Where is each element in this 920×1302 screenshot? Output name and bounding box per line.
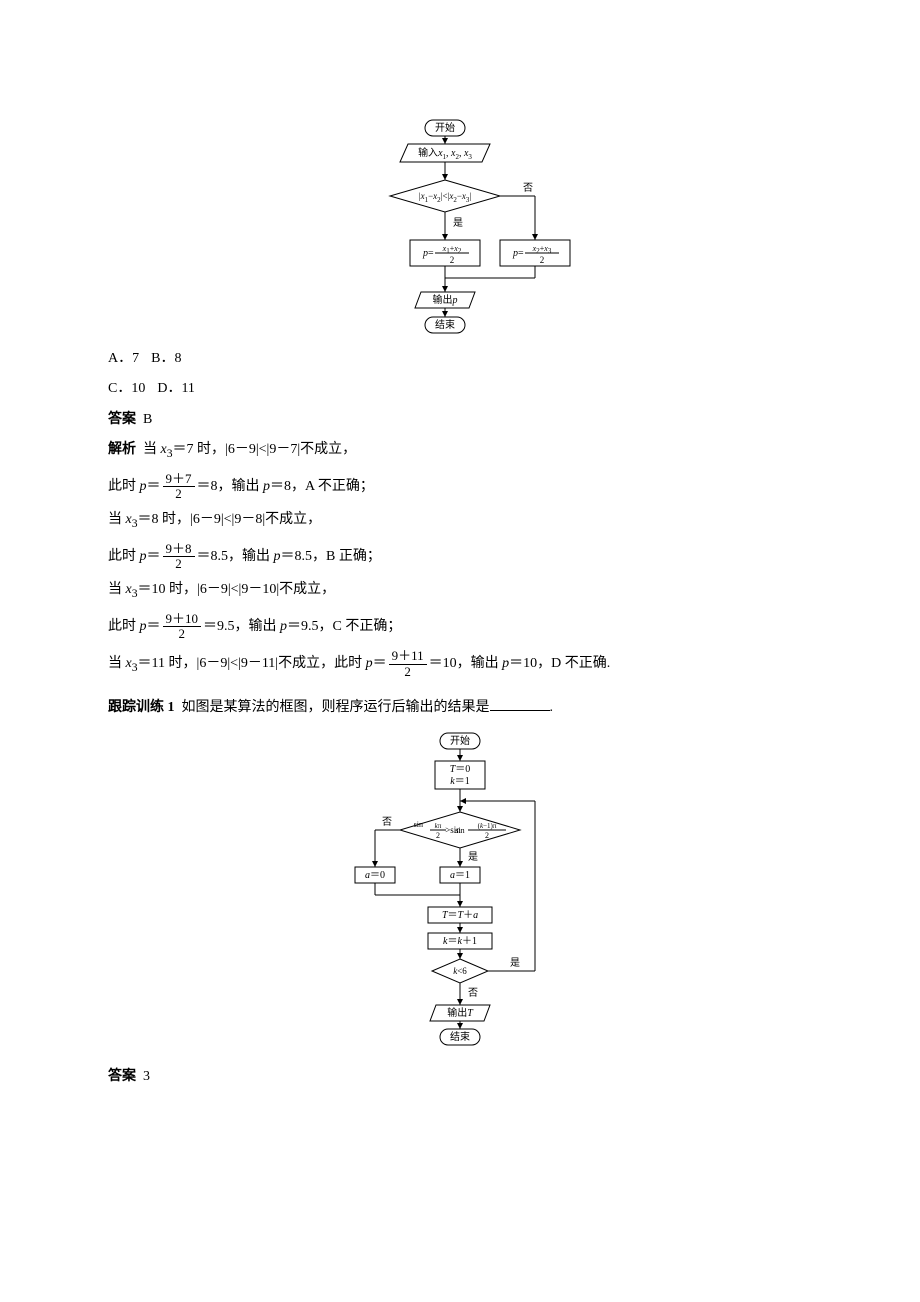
svg-text:否: 否 (382, 816, 392, 828)
svg-text:结束: 结束 (435, 318, 455, 331)
svg-text:k＝k＋1: k＝k＋1 (443, 936, 477, 947)
svg-text:否: 否 (523, 182, 533, 194)
svg-text:是: 是 (510, 957, 520, 969)
svg-text:T＝0: T＝0 (450, 764, 471, 775)
svg-text:2: 2 (540, 255, 545, 265)
svg-text:a＝1: a＝1 (450, 870, 470, 881)
flowchart-2: 开始 T＝0 k＝1 sin kπ 2 >sin (k−1)π 2 sin 是 … (320, 727, 600, 1052)
explain-l1: 解析 当 x3＝7 时，|6－9|<|9－7|不成立， (108, 439, 812, 463)
svg-text:sin: sin (414, 820, 423, 829)
fc1-start: 开始 (435, 121, 455, 134)
svg-text:(k−1)π: (k−1)π (478, 822, 497, 830)
options-line1: A．7B．8 (108, 348, 812, 370)
explain-l4: 此时 p＝9＋82＝8.5，输出 p＝8.5，B 正确； (108, 542, 812, 572)
answer-line: 答案 B (108, 409, 812, 431)
explain-l2: 此时 p＝9＋72＝8，输出 p＝8，A 不正确； (108, 472, 812, 502)
svg-text:T＝T＋a: T＝T＋a (442, 910, 478, 921)
flowchart-1: 开始 输入x1, x2, x3 |x1−x2|<|x2−x3| 否 是 p= x… (305, 110, 615, 340)
svg-text:结束: 结束 (450, 1030, 470, 1043)
explain-l5: 当 x3＝10 时，|6－9|<|9－10|不成立， (108, 579, 812, 603)
svg-text:a＝0: a＝0 (365, 870, 385, 881)
svg-text:p=: p= (422, 248, 434, 259)
svg-text:是: 是 (453, 217, 463, 229)
svg-text:p=: p= (512, 248, 524, 259)
svg-text:输出T: 输出T (447, 1006, 474, 1019)
svg-text:2: 2 (436, 831, 440, 840)
svg-text:开始: 开始 (450, 734, 470, 747)
explain-l3: 当 x3＝8 时，|6－9|<|9－8|不成立， (108, 509, 812, 533)
svg-text:2: 2 (485, 831, 489, 840)
svg-text:>sin: >sin (445, 825, 461, 835)
svg-text:是: 是 (468, 851, 478, 863)
svg-text:否: 否 (468, 987, 478, 999)
svg-text:k＝1: k＝1 (450, 776, 469, 787)
svg-text:输入x1, x2, x3: 输入x1, x2, x3 (418, 146, 472, 161)
explain-l7: 当 x3＝11 时，|6－9|<|9－11|不成立，此时 p＝9＋112＝10，… (108, 649, 812, 679)
svg-text:输出p: 输出p (433, 293, 458, 306)
explain-l6: 此时 p＝9＋102＝9.5，输出 p＝9.5，C 不正确； (108, 612, 812, 642)
svg-text:2: 2 (450, 255, 455, 265)
svg-text:k<6: k<6 (453, 966, 467, 976)
q2-line: 跟踪训练 1 如图是某算法的框图，则程序运行后输出的结果是. (108, 697, 812, 719)
answer2-line: 答案 3 (108, 1066, 812, 1088)
options-line2: C．10D．11 (108, 378, 812, 400)
svg-text:kπ: kπ (435, 822, 442, 830)
